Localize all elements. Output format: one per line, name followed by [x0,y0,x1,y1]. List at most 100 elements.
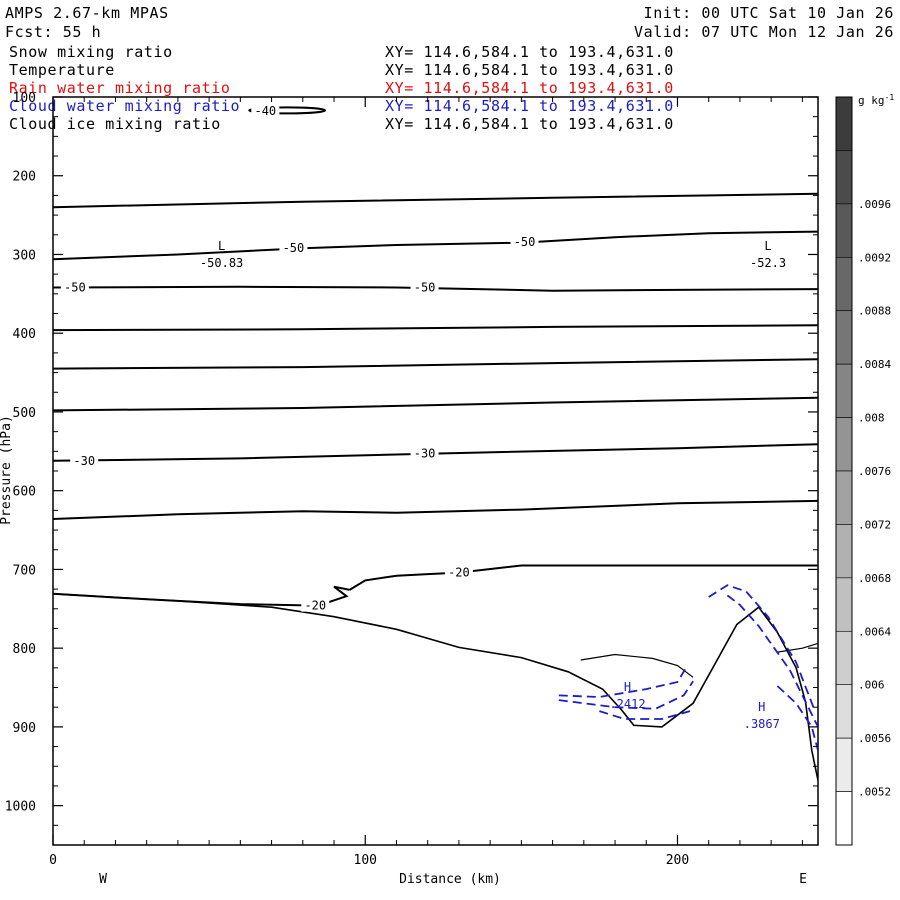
extremum-value: .3867 [744,717,780,731]
cloud-ice-contour [580,653,694,678]
cloud-ice-contour [777,642,818,653]
valid-time: Valid: 07 UTC Mon 12 Jan 26 [634,23,894,41]
temperature-label: -20 [304,599,326,613]
contour-label-bg [70,453,99,467]
contour-labels: -40 -50 -50 -50 -50 -30 -30 -20 -20 L -50.83 L -52.3… [60,104,786,731]
field-xy: XY= 114.6,584.1 to 193.4,631.0 [385,43,674,61]
colorbar-tick-label: .006 [858,679,885,692]
extremum-value: -50.83 [200,256,243,270]
colorbar-tick-label: .008 [858,412,885,425]
field-xy: XY= 114.6,584.1 to 193.4,631.0 [385,79,674,97]
extremum-kind: H [758,700,765,714]
axes: 100 200 300 400 500 600 700 800 900 1000 0 100 200 [5,91,818,868]
y-axis-title: Pressure (hPa) [0,415,14,525]
contour-label-bg [301,598,330,612]
colorbar-swatch [835,630,853,686]
colorbar-frame [835,96,853,846]
extremum-kind: H [624,680,631,694]
colorbar-swatch [835,203,853,258]
extremum-value: .2412 [609,697,645,711]
extremum-value: -52.3 [750,256,786,270]
field-name: Rain water mixing ratio [9,79,231,97]
cloud-water-contours [558,584,818,751]
colorbar-swatch [835,256,853,312]
field-name: Temperature [9,61,115,79]
init-time: Init: 00 UTC Sat 10 Jan 26 [644,4,894,22]
colorbar-tick-label: .0088 [858,305,891,318]
temperature-label: -20 [448,566,470,580]
east-label: E [799,872,807,887]
temperature-contour [349,564,818,591]
colorbar-swatch [835,417,853,472]
terrain-layer [53,593,818,781]
temperature-label: -30 [414,447,436,461]
cloud-water-contour [708,584,816,712]
y-tick-label: 800 [13,642,36,657]
y-tick-label: 400 [13,327,36,342]
west-label: W [99,872,107,887]
colorbar-units-text: g kg [858,94,885,107]
temperature-contours [53,106,818,607]
contour-label-bg [410,446,439,460]
field-legend: Snow mixing ratio XY= 114.6,584.1 to 193.… [9,43,674,133]
extremum-kind: L [218,239,225,253]
y-tick-label: 500 [13,406,36,421]
x-tick-label: 200 [666,853,689,868]
model-title: AMPS 2.67-km MPAS [5,4,169,22]
temperature-contour [53,396,818,412]
colorbar-tick-label: .0072 [858,518,891,531]
colorbar-units: g kg-1 [858,93,894,107]
x-tick-label: 0 [49,853,57,868]
colorbar-swatch [835,96,853,151]
field-xy: XY= 114.6,584.1 to 193.4,631.0 [385,97,674,115]
temperature-label: -50 [64,281,86,295]
contour-label-bg [279,241,308,255]
colorbar-swatch [835,737,853,792]
temperature-contour [53,285,818,292]
colorbar-swatch [835,363,853,418]
colorbar-tick-label: .0096 [858,198,891,211]
cloud-water-contour [599,710,691,720]
cloud-water-contour [558,680,694,710]
colorbar-tick-label: .0092 [858,251,891,264]
contour-label-bg [510,234,539,248]
x-tick-label: 100 [354,853,377,868]
colorbar-tick-label: .0084 [858,358,891,371]
cloud-water-contour [776,685,818,751]
contour-label-bg [60,280,89,294]
colorbar-tick-label: .0064 [858,625,891,638]
colorbar-tick-label: .0056 [858,732,891,745]
contour-label-bg [444,565,473,579]
temperature-label: -30 [73,454,95,468]
temperature-contour [53,324,818,332]
cloud-water-contour [726,594,818,728]
y-tick-label: 600 [13,485,36,500]
contour-label-bg [251,104,280,118]
temperature-contour [53,192,818,209]
y-tick-label: 900 [13,721,36,736]
y-tick-label: 100 [13,91,36,106]
colorbar-swatch [835,684,853,739]
contour-label-bg [410,280,439,294]
cloud-ice-contours [580,642,818,678]
y-tick-label: 200 [13,170,36,185]
temperature-label: -50 [283,241,305,255]
field-name: Snow mixing ratio [9,43,173,61]
temperature-contour [53,230,818,261]
colorbar: .0096 .0092 .0088 .0084 .008 .0076 .0072 .0068.… [835,96,891,846]
colorbar-units-exponent: -1 [885,93,895,102]
forecast-hour: Fcst: 55 h [5,23,101,41]
field-xy: XY= 114.6,584.1 to 193.4,631.0 [385,61,674,79]
colorbar-swatch [835,150,853,205]
temperature-contour [248,106,327,115]
colorbar-swatch [835,577,853,632]
temperature-label: -50 [414,281,436,295]
x-axis-title: Distance (km) [399,872,501,887]
colorbar-swatch [835,310,853,365]
extremum-kind: L [764,239,771,253]
colorbar-tick-label: .0068 [858,572,891,585]
temperature-label: -50 [514,235,536,249]
field-name: Cloud water mixing ratio [9,97,240,115]
colorbar-swatch [835,791,853,846]
